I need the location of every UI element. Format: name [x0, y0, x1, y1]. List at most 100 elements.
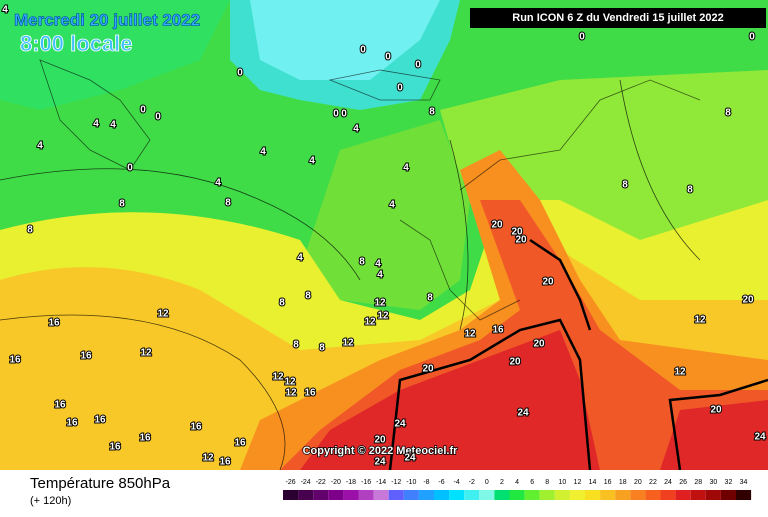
colorbar-swatch: [539, 490, 555, 500]
contour-label: 20: [422, 364, 434, 375]
colorbar-swatch: [524, 490, 540, 500]
run-label: Run ICON 6 Z du Vendredi 15 juillet 2022: [512, 12, 724, 24]
contour-line: [0, 79, 701, 471]
colorbar-label: -14: [376, 479, 386, 486]
colorbar-label: 30: [709, 479, 717, 486]
colorbar-swatch: [479, 490, 495, 500]
colorbar-label: 22: [649, 479, 657, 486]
contour-label: 12: [202, 453, 214, 464]
contour-label: 16: [9, 355, 21, 366]
colorbar-swatch: [388, 490, 404, 500]
contour-label: 0: [397, 83, 403, 94]
contour-label: 12: [694, 315, 706, 326]
field-region: [0, 0, 230, 110]
time-label: 8:00 locale: [20, 31, 133, 56]
contour-label: 0: [127, 163, 133, 174]
contour-label: 12: [284, 377, 296, 388]
contour-label: 12: [342, 338, 354, 349]
contour-label: 20: [374, 435, 386, 446]
contour-label: 16: [94, 415, 106, 426]
colorbar-label: 6: [530, 479, 534, 486]
contour-label: 8: [27, 225, 33, 236]
contour-label: 8: [293, 340, 299, 351]
colorbar-swatch: [705, 490, 721, 500]
colorbar-label: -26: [285, 479, 295, 486]
colorbar-swatch: [736, 490, 752, 500]
contour-label: 12: [272, 372, 284, 383]
colorbar-swatch: [403, 490, 419, 500]
contour-label: 12: [157, 309, 169, 320]
contour-label: 0: [237, 68, 243, 79]
colorbar-swatch: [509, 490, 525, 500]
colorbar-label: 18: [619, 479, 627, 486]
contour-label: 8: [427, 293, 433, 304]
colorbar-swatch: [358, 490, 374, 500]
colorbar-label: 26: [679, 479, 687, 486]
contour-label: 8: [687, 185, 693, 196]
colorbar-label: 14: [589, 479, 597, 486]
contour-label: 8: [359, 257, 365, 268]
colorbar-swatch: [720, 490, 736, 500]
colorbar-label: 10: [558, 479, 566, 486]
contour-label: 12: [377, 311, 389, 322]
contour-label: 0: [415, 60, 421, 71]
colorbar-label: 24: [664, 479, 672, 486]
contour-label: 16: [139, 433, 151, 444]
field-region: [250, 0, 440, 80]
field-region: [300, 330, 768, 470]
field-region: [300, 120, 470, 310]
contour-label: 24: [517, 408, 529, 419]
contour-label: 16: [492, 325, 504, 336]
contour-label: 8: [225, 198, 231, 209]
contour-label: 20: [542, 277, 554, 288]
colorbar-label: 20: [634, 479, 642, 486]
contour-label: 8: [319, 343, 325, 354]
isotherm-line: [388, 238, 768, 471]
contour-label: 16: [219, 457, 231, 468]
contour-label: 8: [119, 199, 125, 210]
contour-label: 4: [93, 119, 99, 130]
contour-label: 4: [353, 124, 359, 135]
contour-label: 0: [360, 45, 366, 56]
colorbar-swatch: [298, 490, 314, 500]
run-box: [470, 8, 766, 28]
contour-label: 8: [622, 180, 628, 191]
colorbar-label: 12: [574, 479, 582, 486]
coastline: [39, 59, 701, 321]
contour-label: 8: [305, 291, 311, 302]
colorbar-label: -8: [423, 479, 429, 486]
colorbar-label: -16: [361, 479, 371, 486]
contour-label: 20: [511, 227, 523, 238]
contour-label: 20: [491, 220, 503, 231]
colorbar-swatch: [418, 490, 434, 500]
contour-label: 0: [333, 109, 339, 120]
contour-label: 24: [394, 419, 406, 430]
contour-label: 8: [725, 108, 731, 119]
contour-label: 4: [377, 270, 383, 281]
colorbar-swatch: [373, 490, 389, 500]
contour-label: 12: [374, 298, 386, 309]
colorbar-label: -22: [316, 479, 326, 486]
colorbar-label: 28: [694, 479, 702, 486]
contour-label: 12: [464, 329, 476, 340]
colorbar-swatch: [675, 490, 691, 500]
contour-label: 4: [260, 147, 266, 158]
contour-label: 24: [374, 457, 386, 468]
contour-label: 16: [234, 438, 246, 449]
contour-label: 4: [37, 141, 43, 152]
contour-label: 20: [742, 295, 754, 306]
colorbar-swatch: [585, 490, 601, 500]
contour-label: 24: [404, 453, 416, 464]
colorbar-swatch: [434, 490, 450, 500]
contour-label: 4: [215, 178, 221, 189]
colorbar-label: 32: [725, 479, 733, 486]
colorbar-swatch: [283, 490, 299, 500]
colorbar-swatch: [464, 490, 480, 500]
contour-label: 0: [155, 112, 161, 123]
contour-label: 4: [403, 163, 409, 174]
colorbar-swatch: [690, 490, 706, 500]
colorbar-label: -10: [406, 479, 416, 486]
colorbar-label: 34: [740, 479, 748, 486]
colorbar-swatch: [494, 490, 510, 500]
contour-label: 16: [54, 400, 66, 411]
